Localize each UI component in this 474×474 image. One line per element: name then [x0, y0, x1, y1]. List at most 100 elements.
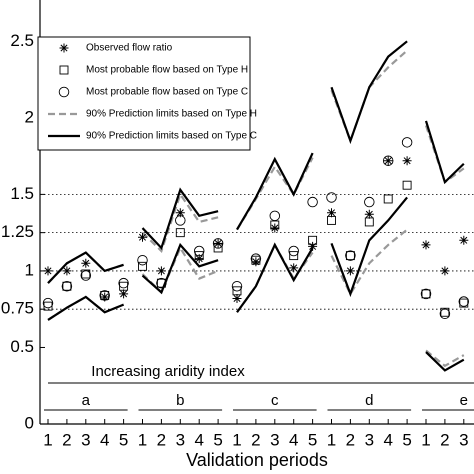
square-marker: [62, 281, 72, 291]
limit-line: [47, 295, 125, 321]
group-label: a: [82, 392, 91, 409]
x-tick-label: 3: [459, 430, 468, 449]
limit-line: [141, 242, 219, 295]
star-marker: [138, 232, 147, 242]
square-marker: [232, 286, 242, 296]
circle-marker: [212, 238, 224, 249]
star-marker: [383, 156, 393, 166]
x-tick-label: 3: [365, 430, 374, 449]
y-tick-label: 0: [25, 413, 34, 432]
circle-marker: [118, 277, 129, 289]
x-tick-label: 4: [194, 430, 203, 449]
x-tick-label: 2: [251, 430, 260, 449]
y-tick-label: 1.25: [1, 222, 34, 241]
circle-marker: [345, 250, 356, 261]
circle-marker: [137, 254, 148, 266]
circle-marker: [58, 86, 70, 98]
x-tick-label: 2: [440, 430, 449, 449]
limit-line: [330, 228, 408, 297]
square-marker: [383, 194, 393, 204]
square-marker: [440, 307, 450, 317]
x-tick-label: 1: [232, 430, 241, 449]
x-tick-label: 2: [62, 430, 71, 449]
star-marker: [440, 266, 450, 276]
limit-line: [330, 49, 408, 145]
square-marker: [213, 243, 223, 253]
star-marker: [364, 209, 374, 219]
circle-marker: [269, 210, 281, 222]
square-marker: [289, 251, 299, 261]
y-tick-label: 0.75: [1, 299, 34, 318]
x-tick-label: 2: [157, 430, 166, 449]
star-marker: [327, 208, 336, 218]
x-tick-label: 2: [346, 430, 355, 449]
limit-line: [141, 191, 219, 254]
star-marker: [289, 263, 299, 273]
x-tick-label: 3: [270, 430, 279, 449]
star-marker: [308, 241, 318, 251]
square-marker: [100, 290, 110, 300]
x-tick-label: 4: [100, 430, 109, 449]
circle-marker: [439, 308, 451, 320]
circle-marker: [364, 196, 375, 208]
legend-label: 90% Prediction limits based on Type C: [86, 131, 257, 142]
circle-marker: [458, 296, 470, 307]
legend-label: Most probable flow based on Type C: [86, 87, 248, 98]
y-tick-label: 0.5: [10, 337, 34, 356]
star-marker: [345, 266, 355, 276]
y-tick-label: 2.5: [10, 31, 34, 50]
limit-line: [330, 40, 408, 145]
group-label: c: [271, 392, 279, 409]
circle-marker: [420, 288, 432, 300]
star-marker: [156, 266, 166, 276]
x-tick-label: 5: [119, 430, 128, 449]
star-marker: [421, 240, 431, 250]
circle-marker: [42, 297, 54, 309]
x-tick-label: 4: [383, 430, 392, 449]
square-marker: [402, 180, 412, 190]
circle-marker: [288, 245, 299, 257]
group-label: d: [365, 392, 373, 409]
legend-box: [37, 36, 251, 151]
square-marker: [364, 217, 374, 227]
plot-area: [40, 40, 474, 372]
star-marker: [175, 208, 185, 218]
star-marker: [194, 254, 204, 264]
square-marker: [81, 269, 91, 279]
circle-marker: [80, 270, 92, 281]
star-marker: [251, 257, 261, 267]
star-marker: [59, 43, 69, 53]
circle-marker: [401, 137, 413, 148]
star-marker: [62, 266, 72, 276]
star-marker: [232, 293, 242, 303]
limit-line: [424, 120, 465, 185]
x-tick-label: 1: [43, 430, 52, 449]
circle-marker: [326, 192, 337, 203]
limit-line: [425, 351, 465, 372]
circle-marker: [175, 215, 186, 226]
star-marker: [402, 156, 412, 166]
star-marker: [213, 238, 223, 248]
legend: Observed flow ratio Most probable flow ba…: [37, 36, 257, 151]
star-marker: [100, 292, 110, 302]
star-marker: [459, 235, 469, 245]
y-tick-label: 1: [25, 260, 34, 279]
circle-marker: [193, 245, 205, 257]
limit-line: [425, 349, 465, 368]
limit-line: [236, 157, 314, 231]
legend-label: Observed flow ratio: [86, 43, 173, 54]
limit-line: [330, 196, 408, 298]
x-tick-label: 3: [176, 430, 185, 449]
y-tick-label: 2: [25, 107, 34, 126]
square-marker: [345, 251, 355, 261]
circle-marker: [250, 253, 262, 264]
square-marker: [459, 298, 469, 308]
x-axis-label: Validation periods: [186, 450, 328, 470]
star-marker: [270, 223, 280, 233]
square-marker: [138, 261, 147, 271]
square-marker: [59, 65, 69, 75]
legend-label: Most probable flow based on Type H: [86, 65, 248, 76]
square-marker: [194, 251, 204, 261]
circle-marker: [231, 280, 243, 292]
